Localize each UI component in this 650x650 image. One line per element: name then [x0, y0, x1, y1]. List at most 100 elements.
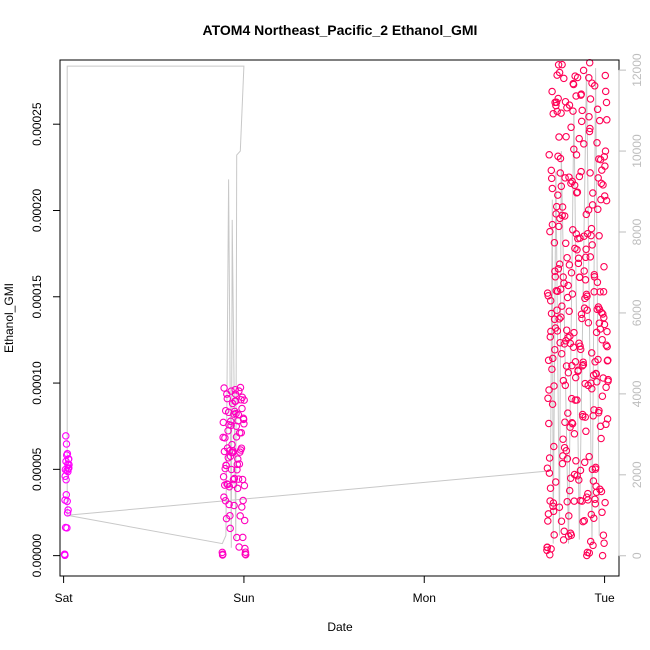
- data-point: [580, 516, 589, 525]
- data-point: [579, 66, 588, 75]
- data-point: [580, 267, 588, 275]
- data-point: [588, 384, 596, 393]
- secondary-line: [66, 65, 600, 548]
- data-point: [240, 516, 249, 525]
- data-point: [586, 169, 594, 177]
- data-point: [600, 313, 608, 322]
- data-point: [233, 484, 242, 493]
- data-point: [570, 181, 579, 190]
- data-point: [570, 328, 578, 337]
- data-point: [595, 116, 604, 125]
- data-point: [595, 232, 603, 240]
- data-point: [557, 182, 566, 191]
- data-point: [582, 210, 591, 219]
- data-point: [591, 499, 600, 508]
- data-point: [574, 366, 582, 374]
- y-axis-label: Ethanol_GMI: [2, 283, 16, 353]
- data-point: [604, 356, 612, 365]
- data-point: [240, 420, 248, 428]
- data-point: [544, 517, 552, 525]
- data-point: [593, 139, 601, 147]
- data-point: [224, 480, 232, 489]
- data-point: [549, 507, 558, 516]
- y-tick-label: 0.00025: [30, 102, 44, 146]
- data-point: [582, 245, 590, 254]
- data-point: [600, 192, 609, 200]
- data-point: [236, 512, 244, 520]
- data-point: [547, 545, 555, 553]
- data-point: [595, 406, 603, 415]
- data-point: [557, 517, 566, 525]
- data-point: [559, 376, 568, 385]
- y-axis-right: 0 2000 4000 6000 8000 10000 12000: [618, 53, 644, 559]
- data-point: [603, 116, 611, 124]
- data-point: [569, 107, 577, 115]
- data-point: [544, 394, 552, 403]
- data-point: [564, 281, 572, 290]
- data-point: [579, 358, 587, 366]
- data-point: [603, 327, 611, 336]
- data-point: [575, 476, 583, 484]
- chart-title: ATOM4 Northeast_Pacific_2 Ethanol_GMI: [203, 22, 478, 38]
- data-point: [550, 382, 558, 390]
- data-point: [558, 60, 566, 69]
- data-point: [585, 74, 593, 82]
- data-point: [580, 458, 589, 467]
- data-point: [573, 245, 581, 254]
- data-point: [545, 454, 554, 462]
- data-point: [558, 459, 567, 468]
- y2-tick-label: 2000: [630, 461, 644, 488]
- data-point: [555, 503, 564, 511]
- data-point: [601, 71, 610, 80]
- data-point: [546, 227, 554, 236]
- data-point: [557, 349, 566, 358]
- y-axis-left: 0.00000 0.00005 0.00010 0.00015 0.00020 0.000…: [30, 102, 61, 577]
- data-point: [563, 497, 571, 506]
- data-point: [601, 162, 609, 170]
- data-point: [565, 307, 573, 315]
- data-point: [561, 418, 569, 426]
- data-point: [62, 475, 70, 484]
- data-point: [61, 551, 69, 560]
- data-point: [221, 434, 229, 442]
- data-point: [581, 413, 590, 421]
- data-point: [592, 370, 601, 378]
- data-point: [565, 512, 573, 520]
- data-point: [573, 188, 582, 196]
- data-point: [551, 273, 560, 281]
- x-axis-label: Date: [327, 620, 353, 634]
- data-point: [554, 191, 562, 199]
- data-point: [65, 464, 73, 472]
- data-point: [562, 132, 570, 141]
- data-point: [546, 333, 555, 341]
- data-point: [234, 455, 242, 463]
- data-point: [551, 478, 560, 486]
- data-point: [594, 174, 602, 182]
- data-point: [563, 293, 572, 302]
- data-point: [219, 550, 227, 558]
- data-point: [545, 151, 553, 159]
- data-point: [575, 172, 584, 181]
- data-point: [220, 384, 228, 392]
- data-point: [547, 166, 556, 175]
- data-point: [555, 222, 563, 231]
- data-point: [581, 276, 590, 284]
- data-point: [581, 253, 590, 262]
- secondary-line-series: [66, 65, 600, 548]
- data-point: [587, 510, 596, 519]
- data-point: [223, 394, 232, 403]
- data-point: [568, 419, 577, 428]
- data-point: [550, 315, 559, 324]
- data-point: [587, 224, 596, 233]
- data-point: [601, 87, 610, 96]
- data-point: [240, 396, 248, 404]
- data-point: [565, 261, 574, 269]
- data-point: [568, 177, 576, 186]
- data-point: [574, 259, 583, 268]
- y-tick-label: 0.00005: [30, 447, 44, 491]
- data-point: [548, 400, 557, 408]
- data-point: [546, 484, 555, 492]
- data-point: [586, 95, 595, 103]
- data-point: [65, 460, 73, 469]
- data-point: [63, 449, 72, 458]
